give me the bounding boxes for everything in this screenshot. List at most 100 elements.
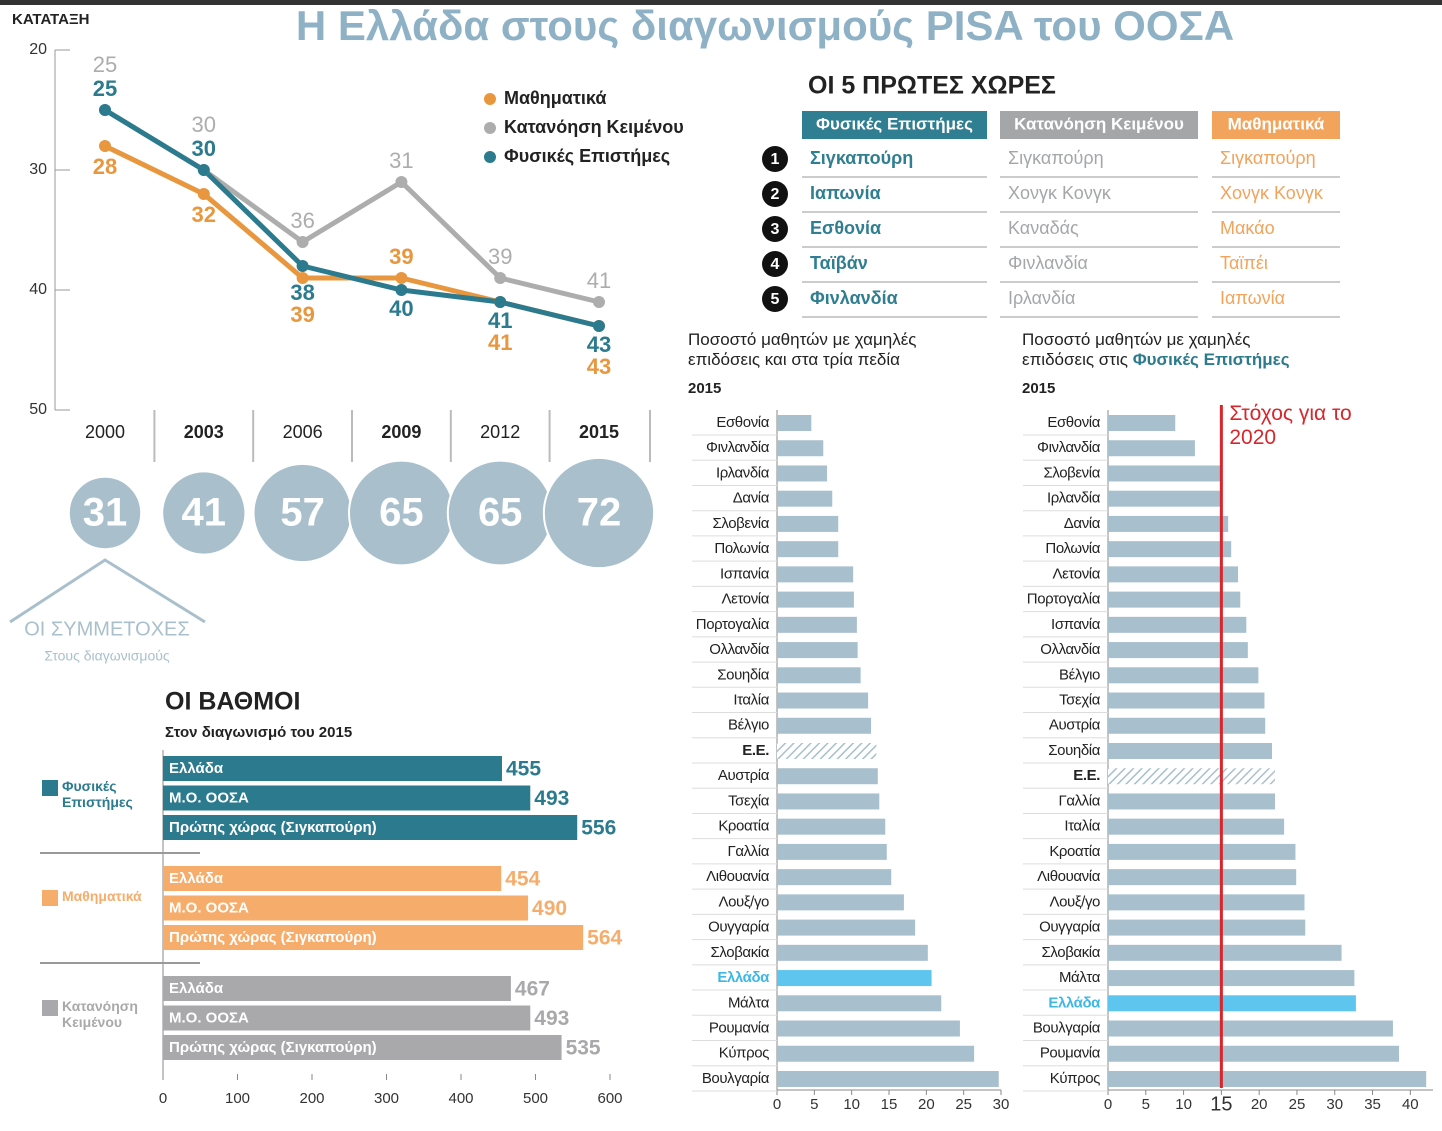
rank-badge (762, 286, 788, 312)
bar (1108, 970, 1355, 987)
series-line (103, 107, 600, 329)
value-label: 28 (93, 154, 117, 179)
rank-badge (762, 181, 788, 207)
table-cell: Ταϊβάν (810, 253, 868, 273)
value-label: 39 (290, 302, 314, 327)
legend-label: Μαθηματικά (504, 88, 606, 108)
x-tick-label: 40 (1402, 1096, 1419, 1113)
bar-label: Ελλάδα (169, 870, 224, 887)
bar (163, 895, 529, 921)
category-label: Ιταλία (733, 691, 769, 708)
bar (163, 756, 502, 781)
legend-swatch (42, 1000, 58, 1016)
table-cell: Χονγκ Κονγκ (1220, 183, 1324, 203)
bar (1108, 894, 1305, 911)
value-label: 564 (587, 927, 622, 950)
bubble-label: 65 (478, 491, 523, 535)
bar (1108, 667, 1259, 684)
chart-title: Ποσοστό μαθητών με χαμηλές επιδόσεις και… (688, 330, 917, 369)
x-tick-label: 25 (955, 1096, 972, 1113)
bar (777, 970, 932, 987)
x-tick-label: 5 (810, 1096, 818, 1113)
column-header-bg (1000, 111, 1198, 139)
category-label: Βουλγαρία (702, 1070, 770, 1087)
bar (777, 642, 858, 659)
value-label: 41 (488, 308, 512, 333)
bar (777, 566, 854, 583)
x-tick-label: 2006 (283, 422, 323, 442)
bar-label: Μ.Ο. ΟΟΣΑ (169, 899, 249, 916)
x-tick-label: 0 (773, 1096, 781, 1113)
bar (777, 692, 869, 709)
bar (1108, 616, 1247, 633)
category-label: Αυστρία (718, 767, 770, 784)
bar (777, 818, 886, 835)
bar (777, 894, 904, 911)
category-label: Μάλτα (1059, 969, 1101, 986)
value-label: 556 (581, 817, 616, 840)
category-label: Βέλγιο (1059, 666, 1100, 683)
bar (777, 717, 872, 734)
chart-title: Ποσοστό μαθητών με χαμηλές επιδόσεις στι… (1022, 330, 1290, 369)
bar-label: Ελλάδα (169, 760, 224, 777)
category-label: Ιταλία (1064, 818, 1100, 835)
rank-number: 3 (771, 221, 780, 238)
series-line (103, 107, 600, 305)
chart-subtitle: 2015 (688, 380, 721, 397)
table-cell: Ιαπωνία (1220, 288, 1285, 308)
category-label: Πορτογαλία (1027, 591, 1101, 608)
category-label: Εσθονία (1047, 414, 1100, 431)
x-tick-label: 2015 (579, 422, 619, 442)
table-cell: Ιαπωνία (810, 183, 881, 203)
bar (1108, 515, 1229, 532)
category-label: Ολλανδία (1040, 641, 1100, 658)
legend-swatch (484, 93, 496, 105)
category-label: Σουηδία (717, 666, 769, 683)
target-label: Στόχος για το 2020 (1229, 402, 1352, 450)
category-label: Λουξ/γο (719, 893, 770, 910)
category-label: Ισπανία (1051, 616, 1101, 633)
value-label: 535 (566, 1037, 601, 1060)
bar (163, 815, 578, 840)
bar (163, 976, 511, 1001)
bar (1108, 1045, 1399, 1062)
x-tick-label: 2012 (480, 422, 520, 442)
bar (1108, 1070, 1427, 1087)
bar-label: Ελλάδα (169, 980, 224, 997)
x-tick-label: 2003 (184, 422, 224, 442)
group-label: Κατανόηση Κειμένου (62, 998, 138, 1031)
category-label: Λιθουανία (706, 868, 770, 885)
table-cell: Καναδάς (1008, 218, 1079, 238)
value-label: 493 (534, 787, 569, 810)
legend-swatch (42, 890, 58, 906)
point (593, 320, 605, 332)
value-label: 36 (290, 208, 314, 233)
legend-swatch (484, 122, 496, 134)
title-emphasis: Φυσικές Επιστήμες (1132, 349, 1290, 369)
bar (1108, 742, 1273, 759)
x-tick-label: 20 (1251, 1096, 1268, 1113)
x-tick-label: 30 (1326, 1096, 1343, 1113)
bar (1108, 591, 1241, 608)
rank-number: 5 (771, 291, 780, 308)
value-label: 455 (506, 758, 541, 781)
x-tick-label: 5 (1142, 1096, 1150, 1113)
chart-subtitle: 2015 (1022, 380, 1055, 397)
grades-subtitle: Στον διαγωνισμό του 2015 (165, 724, 352, 741)
bar (163, 1005, 531, 1031)
bar-label: Μ.Ο. ΟΟΣΑ (169, 1009, 249, 1026)
bubble-label: 72 (577, 491, 622, 535)
bar (777, 490, 833, 507)
bubble (67, 475, 143, 551)
bar (1108, 1020, 1393, 1037)
legend-label: Κατανόηση Κειμένου (504, 117, 684, 137)
category-label: Αυστρία (1049, 717, 1101, 734)
target-label-box: Στόχος για το 2020 (1229, 402, 1352, 450)
callout (9, 558, 206, 624)
grades-title: ΟΙ ΒΑΘΜΟΙ (165, 688, 300, 716)
bar-label: Πρώτης χώρας (Σιγκαπούρη) (169, 1039, 377, 1056)
category-label: Ουγγαρία (708, 919, 770, 936)
category-label: Εσθονία (716, 414, 769, 431)
bar (777, 591, 854, 608)
